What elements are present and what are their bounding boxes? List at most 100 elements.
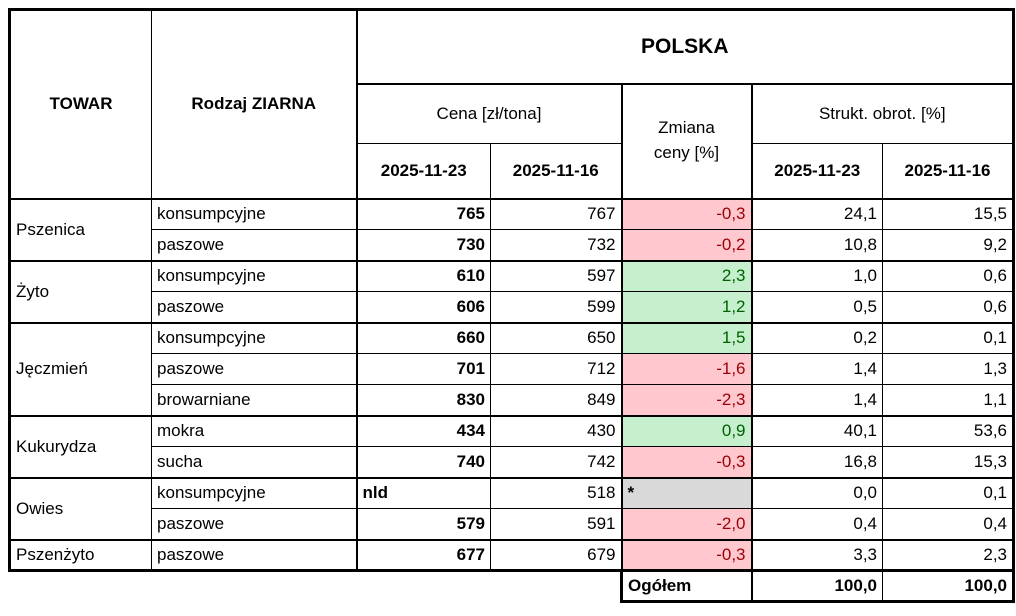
price-change-cell: 0,9 bbox=[620, 414, 752, 447]
share-current-cell: 0,0 bbox=[750, 476, 883, 509]
header-row-dates: 2025-11-23 2025-11-16 2025-11-23 2025-11… bbox=[10, 143, 1015, 200]
towar-cell: Pszenica bbox=[8, 197, 152, 261]
header-row-groups: Cena [zł/tona] Zmiana ceny [%] Strukt. o… bbox=[10, 83, 1015, 200]
header-cena-date-current: 2025-11-23 bbox=[355, 143, 491, 200]
table-row: paszowe 730 732 -0,2 10,8 9,2 bbox=[10, 229, 1015, 261]
share-previous-cell: 0,4 bbox=[882, 508, 1015, 540]
share-previous-cell: 1,1 bbox=[882, 384, 1015, 416]
share-previous-cell: 0,6 bbox=[882, 291, 1015, 323]
table-row: Kukurydza mokra 434 430 0,9 40,1 53,6 bbox=[8, 414, 1015, 478]
header-rodzaj: Rodzaj ZIARNA bbox=[151, 8, 357, 199]
header-strukt-date-previous: 2025-11-16 bbox=[882, 143, 1015, 200]
price-change-cell: -2,0 bbox=[620, 508, 752, 540]
price-current-cell: 765 bbox=[355, 197, 491, 230]
price-previous-cell: 518 bbox=[490, 476, 622, 509]
rodzaj-cell: paszowe bbox=[151, 229, 357, 261]
price-previous-cell: 597 bbox=[490, 259, 622, 292]
price-change-cell: -0,2 bbox=[620, 229, 752, 261]
towar-cell: Żyto bbox=[8, 259, 152, 323]
share-current-cell: 1,4 bbox=[750, 353, 883, 385]
grain-price-table: TOWAR Rodzaj ZIARNA POLSKA Cena [zł/tona… bbox=[8, 8, 1015, 603]
price-previous-cell: 679 bbox=[490, 538, 622, 572]
table-row: Jęczmień konsumpcyjne 660 650 1,5 0,2 0,1 bbox=[8, 321, 1015, 416]
header-strukt: Strukt. obrot. [%] bbox=[750, 83, 1015, 144]
price-change-cell: -0,3 bbox=[620, 538, 752, 572]
rodzaj-cell: mokra bbox=[151, 414, 357, 447]
header-row-region: TOWAR Rodzaj ZIARNA POLSKA bbox=[8, 8, 1015, 199]
share-current-cell: 16,8 bbox=[750, 446, 883, 478]
price-previous-cell: 767 bbox=[490, 197, 622, 230]
rodzaj-cell: konsumpcyjne bbox=[151, 476, 357, 509]
table-row: Żyto konsumpcyjne 610 597 2,3 1,0 0,6 bbox=[8, 259, 1015, 323]
rodzaj-cell: konsumpcyjne bbox=[151, 197, 357, 230]
towar-cell: Owies bbox=[8, 476, 152, 540]
price-previous-cell: 430 bbox=[490, 414, 622, 447]
footer-total-share-current: 100,0 bbox=[750, 570, 883, 603]
share-previous-cell: 0,6 bbox=[882, 259, 1015, 292]
rodzaj-cell: paszowe bbox=[151, 508, 357, 540]
header-zmiana: Zmiana ceny [%] bbox=[620, 83, 752, 200]
footer-empty-cell bbox=[10, 571, 622, 602]
table-row: paszowe 606 599 1,2 0,5 0,6 bbox=[10, 291, 1015, 323]
share-current-cell: 40,1 bbox=[750, 414, 883, 447]
table-row: browarniane 830 849 -2,3 1,4 1,1 bbox=[10, 384, 1015, 416]
towar-cell: Kukurydza bbox=[8, 414, 152, 478]
share-current-cell: 10,8 bbox=[750, 229, 883, 261]
rodzaj-cell: paszowe bbox=[151, 291, 357, 323]
rodzaj-cell: konsumpcyjne bbox=[151, 259, 357, 292]
price-current-cell: 701 bbox=[355, 353, 491, 385]
price-current-cell: 434 bbox=[355, 414, 491, 447]
price-previous-cell: 599 bbox=[490, 291, 622, 323]
price-current-cell: 579 bbox=[355, 508, 491, 540]
rodzaj-cell: paszowe bbox=[151, 538, 357, 572]
header-strukt-date-current: 2025-11-23 bbox=[750, 143, 883, 200]
table-row: Pszenica konsumpcyjne 765 767 -0,3 24,1 15,5 bbox=[8, 197, 1015, 261]
table-row: paszowe 701 712 -1,6 1,4 1,3 bbox=[10, 353, 1015, 385]
price-change-cell: -0,3 bbox=[620, 446, 752, 478]
footer-total-share-previous: 100,0 bbox=[882, 570, 1015, 603]
price-previous-cell: 591 bbox=[490, 508, 622, 540]
share-previous-cell: 15,3 bbox=[882, 446, 1015, 478]
share-previous-cell: 9,2 bbox=[882, 229, 1015, 261]
towar-cell: Jęczmień bbox=[8, 321, 152, 416]
price-current-cell: 830 bbox=[355, 384, 491, 416]
table-row: Pszenżyto paszowe 677 679 -0,3 3,3 2,3 bbox=[8, 538, 1015, 572]
price-previous-cell: 650 bbox=[490, 321, 622, 354]
price-current-cell: 677 bbox=[355, 538, 491, 572]
rodzaj-cell: paszowe bbox=[151, 353, 357, 385]
header-cena: Cena [zł/tona] bbox=[355, 83, 622, 144]
price-change-cell: -2,3 bbox=[620, 384, 752, 416]
rodzaj-cell: sucha bbox=[151, 446, 357, 478]
price-current-cell: 730 bbox=[355, 229, 491, 261]
header-zmiana-line1: Zmiana bbox=[658, 118, 715, 138]
price-change-cell: * bbox=[620, 476, 752, 509]
rodzaj-cell: konsumpcyjne bbox=[151, 321, 357, 354]
share-previous-cell: 0,1 bbox=[882, 476, 1015, 509]
price-change-cell: -1,6 bbox=[620, 353, 752, 385]
price-previous-cell: 732 bbox=[490, 229, 622, 261]
share-previous-cell: 15,5 bbox=[882, 197, 1015, 230]
header-towar: TOWAR bbox=[8, 8, 152, 199]
footer-total-label: Ogółem bbox=[620, 570, 752, 603]
share-current-cell: 0,5 bbox=[750, 291, 883, 323]
share-current-cell: 1,4 bbox=[750, 384, 883, 416]
table-row: sucha 740 742 -0,3 16,8 15,3 bbox=[10, 446, 1015, 478]
share-previous-cell: 0,1 bbox=[882, 321, 1015, 354]
page: TOWAR Rodzaj ZIARNA POLSKA Cena [zł/tona… bbox=[8, 8, 1015, 603]
header-cena-date-previous: 2025-11-16 bbox=[490, 143, 622, 200]
price-current-cell: 740 bbox=[355, 446, 491, 478]
share-current-cell: 1,0 bbox=[750, 259, 883, 292]
towar-cell: Pszenżyto bbox=[8, 538, 152, 572]
table-row: Owies konsumpcyjne nld 518 * 0,0 0,1 bbox=[8, 476, 1015, 540]
header-region: POLSKA bbox=[355, 8, 1015, 85]
share-previous-cell: 53,6 bbox=[882, 414, 1015, 447]
share-current-cell: 0,2 bbox=[750, 321, 883, 354]
price-previous-cell: 742 bbox=[490, 446, 622, 478]
footer-row-total: Ogółem 100,0 100,0 bbox=[10, 570, 1015, 603]
price-change-cell: 2,3 bbox=[620, 259, 752, 292]
share-previous-cell: 1,3 bbox=[882, 353, 1015, 385]
price-current-cell: 606 bbox=[355, 291, 491, 323]
share-current-cell: 24,1 bbox=[750, 197, 883, 230]
table-body: Pszenica konsumpcyjne 765 767 -0,3 24,1 15,5 pa… bbox=[8, 197, 1015, 572]
rodzaj-cell: browarniane bbox=[151, 384, 357, 416]
